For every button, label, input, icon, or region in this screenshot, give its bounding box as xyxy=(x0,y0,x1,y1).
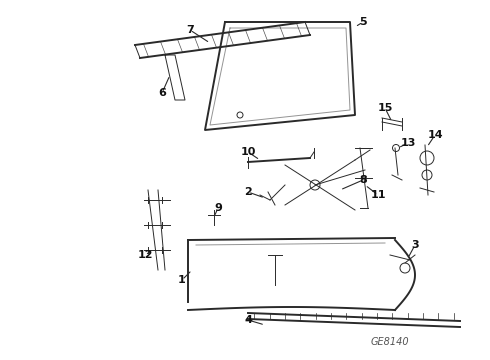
Text: 1: 1 xyxy=(178,275,186,285)
Text: 3: 3 xyxy=(411,240,419,250)
Text: 4: 4 xyxy=(244,315,252,325)
Text: 6: 6 xyxy=(158,88,166,98)
Text: 12: 12 xyxy=(137,250,153,260)
Text: 7: 7 xyxy=(186,25,194,35)
Text: 10: 10 xyxy=(240,147,256,157)
Text: 8: 8 xyxy=(359,175,367,185)
Text: 5: 5 xyxy=(359,17,367,27)
Text: 14: 14 xyxy=(427,130,443,140)
Text: 13: 13 xyxy=(400,138,416,148)
Text: 11: 11 xyxy=(370,190,386,200)
Text: GE8140: GE8140 xyxy=(371,337,409,347)
Text: 9: 9 xyxy=(214,203,222,213)
Text: 15: 15 xyxy=(377,103,392,113)
Text: 2: 2 xyxy=(244,187,252,197)
